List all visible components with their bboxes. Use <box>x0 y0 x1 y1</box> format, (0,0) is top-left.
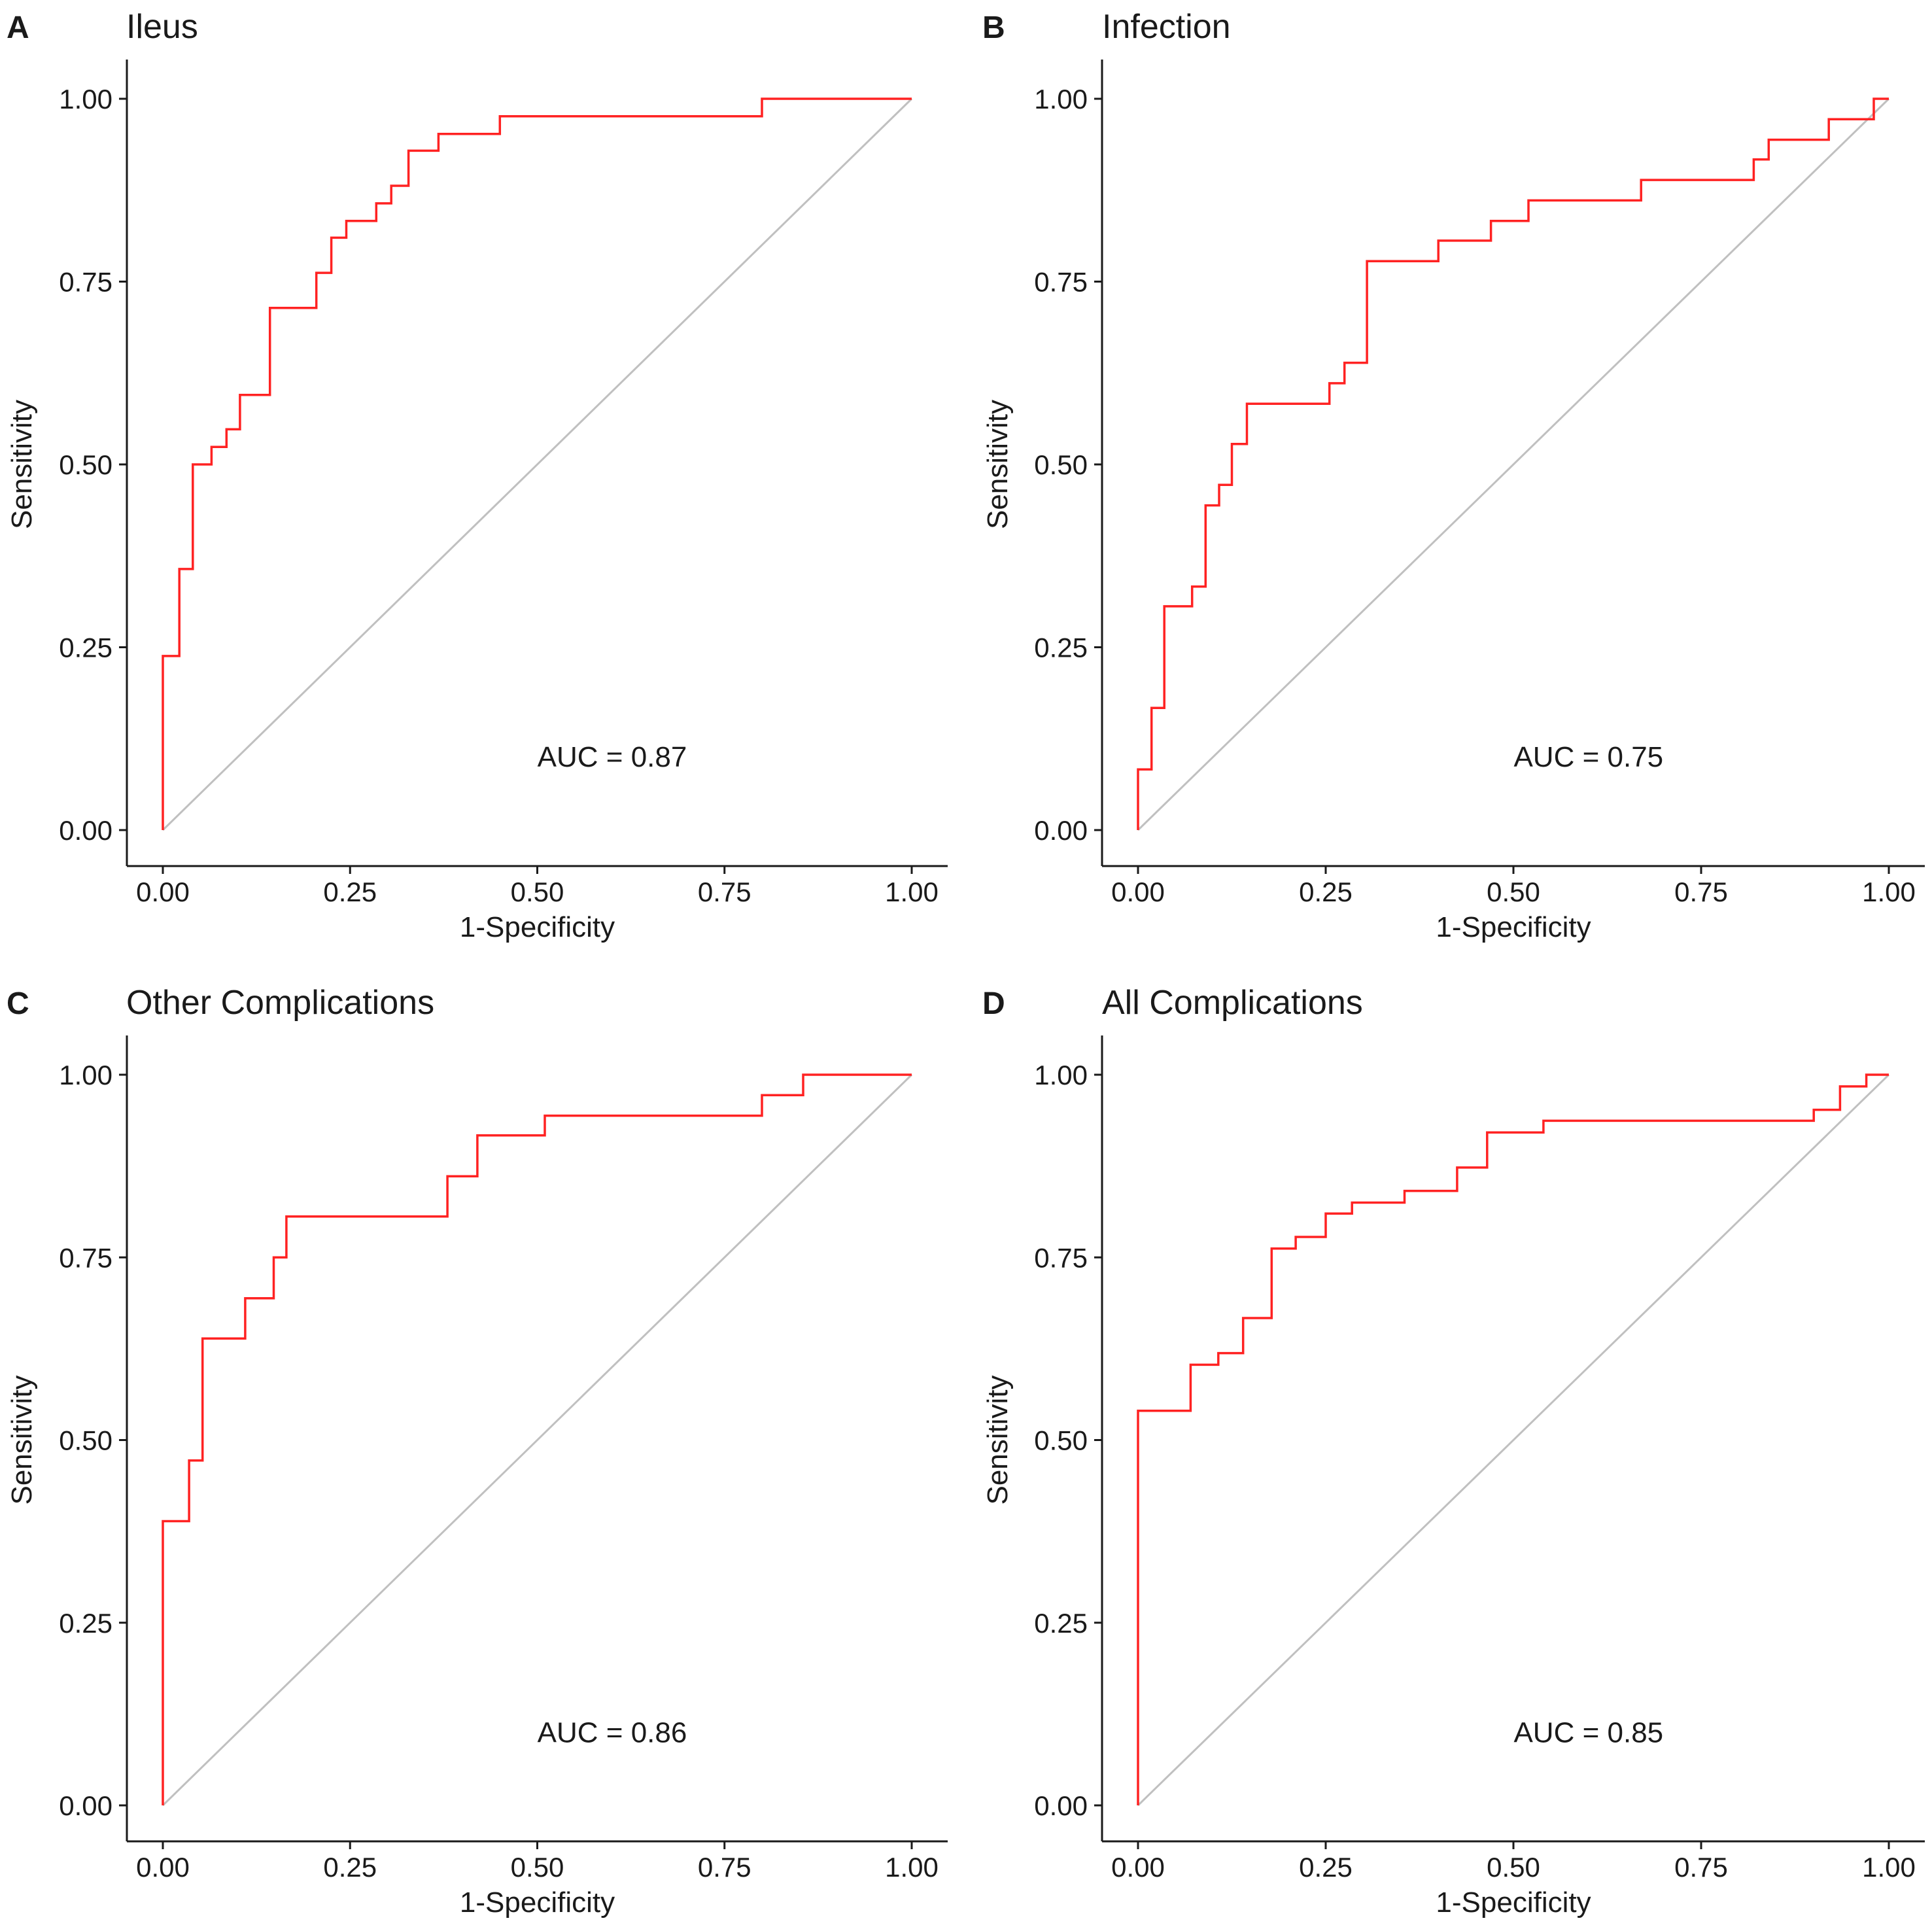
x-tick-label: 0.00 <box>136 1852 190 1883</box>
x-tick-label: 0.00 <box>1111 877 1165 907</box>
x-tick-label: 0.25 <box>1299 1852 1353 1883</box>
panel-letter: B <box>982 10 1005 45</box>
x-tick-label: 1.00 <box>1862 877 1916 907</box>
x-axis-label: 1-Specificity <box>460 1886 615 1919</box>
reference-diagonal-line <box>162 97 913 831</box>
panel-b: B Infection 0.00 0.25 0.50 0.75 1.00 0.00 0.25 0.… <box>982 8 1925 943</box>
panel-a: A Ileus 0.00 0.25 0.50 0.75 1.00 0.00 0.25 0.50 0.… <box>6 8 948 943</box>
auc-annotation: AUC = 0.87 <box>538 741 687 773</box>
roc-curve-line <box>1137 97 1889 830</box>
y-tick-label: 1.00 <box>59 1060 112 1090</box>
y-tick-label: 0.25 <box>1034 633 1088 663</box>
y-tick-label: 1.00 <box>1034 84 1088 114</box>
x-axis-label: 1-Specificity <box>1436 911 1591 943</box>
roc-curve-line <box>162 1073 912 1805</box>
panel-c: C Other Complications 0.00 0.25 0.50 0.75 1.00… <box>6 984 948 1919</box>
y-tick-label: 0.00 <box>1034 815 1088 846</box>
panel-letter: C <box>7 986 29 1021</box>
x-axis-label: 1-Specificity <box>460 911 615 943</box>
x-tick-label: 0.50 <box>1487 1852 1540 1883</box>
auc-annotation: AUC = 0.85 <box>1513 1716 1663 1748</box>
roc-curve-line <box>162 97 912 830</box>
x-tick-label: 1.00 <box>885 1852 939 1883</box>
y-tick-label: 0.50 <box>1034 1425 1088 1456</box>
y-tick-label: 0.50 <box>1034 449 1088 480</box>
panel-letter: A <box>7 10 29 45</box>
x-tick-label: 0.50 <box>511 877 564 907</box>
y-tick-label: 0.25 <box>59 1608 112 1639</box>
x-tick-label: 0.75 <box>698 877 751 907</box>
y-axis-label: Sensitivity <box>982 1375 1014 1504</box>
x-tick-label: 0.25 <box>1299 877 1353 907</box>
auc-annotation: AUC = 0.75 <box>1513 741 1663 773</box>
x-tick-label: 0.50 <box>511 1852 564 1883</box>
y-tick-label: 0.25 <box>1034 1608 1088 1639</box>
x-tick-label: 0.75 <box>698 1852 751 1883</box>
x-tick-label: 0.00 <box>1111 1852 1165 1883</box>
y-tick-label: 0.75 <box>59 267 112 298</box>
y-axis-label: Sensitivity <box>982 400 1014 529</box>
y-tick-label: 1.00 <box>59 84 112 114</box>
y-tick-label: 0.50 <box>59 449 112 480</box>
y-tick-label: 0.75 <box>1034 1242 1088 1273</box>
x-tick-label: 0.50 <box>1487 877 1540 907</box>
x-tick-label: 1.00 <box>885 877 939 907</box>
panel-title: Ileus <box>126 8 198 46</box>
reference-diagonal-line <box>162 1073 913 1807</box>
y-tick-label: 0.75 <box>1034 267 1088 298</box>
auc-annotation: AUC = 0.86 <box>538 1716 687 1748</box>
panel-letter: D <box>982 986 1005 1021</box>
y-tick-label: 0.50 <box>59 1425 112 1456</box>
x-axis-label: 1-Specificity <box>1436 1886 1591 1919</box>
y-tick-label: 0.00 <box>59 1790 112 1821</box>
x-tick-label: 0.25 <box>323 877 377 907</box>
y-axis-label: Sensitivity <box>6 400 38 529</box>
y-tick-label: 0.00 <box>59 815 112 846</box>
panel-d: D All Complications 0.00 0.25 0.50 0.75 1.00 0.… <box>982 984 1925 1919</box>
y-tick-label: 0.00 <box>1034 1790 1088 1821</box>
x-tick-label: 0.25 <box>323 1852 377 1883</box>
y-tick-label: 1.00 <box>1034 1060 1088 1090</box>
x-tick-label: 1.00 <box>1862 1852 1916 1883</box>
panel-title: All Complications <box>1102 984 1363 1022</box>
panel-title: Infection <box>1102 8 1231 46</box>
y-tick-label: 0.75 <box>59 1242 112 1273</box>
x-tick-label: 0.75 <box>1674 1852 1728 1883</box>
panel-title: Other Complications <box>126 984 434 1022</box>
reference-diagonal-line <box>1137 97 1890 831</box>
roc-curve-line <box>1137 1073 1889 1805</box>
y-tick-label: 0.25 <box>59 633 112 663</box>
reference-diagonal-line <box>1137 1073 1890 1807</box>
x-tick-label: 0.00 <box>136 877 190 907</box>
x-tick-label: 0.75 <box>1674 877 1728 907</box>
y-axis-label: Sensitivity <box>6 1375 38 1504</box>
